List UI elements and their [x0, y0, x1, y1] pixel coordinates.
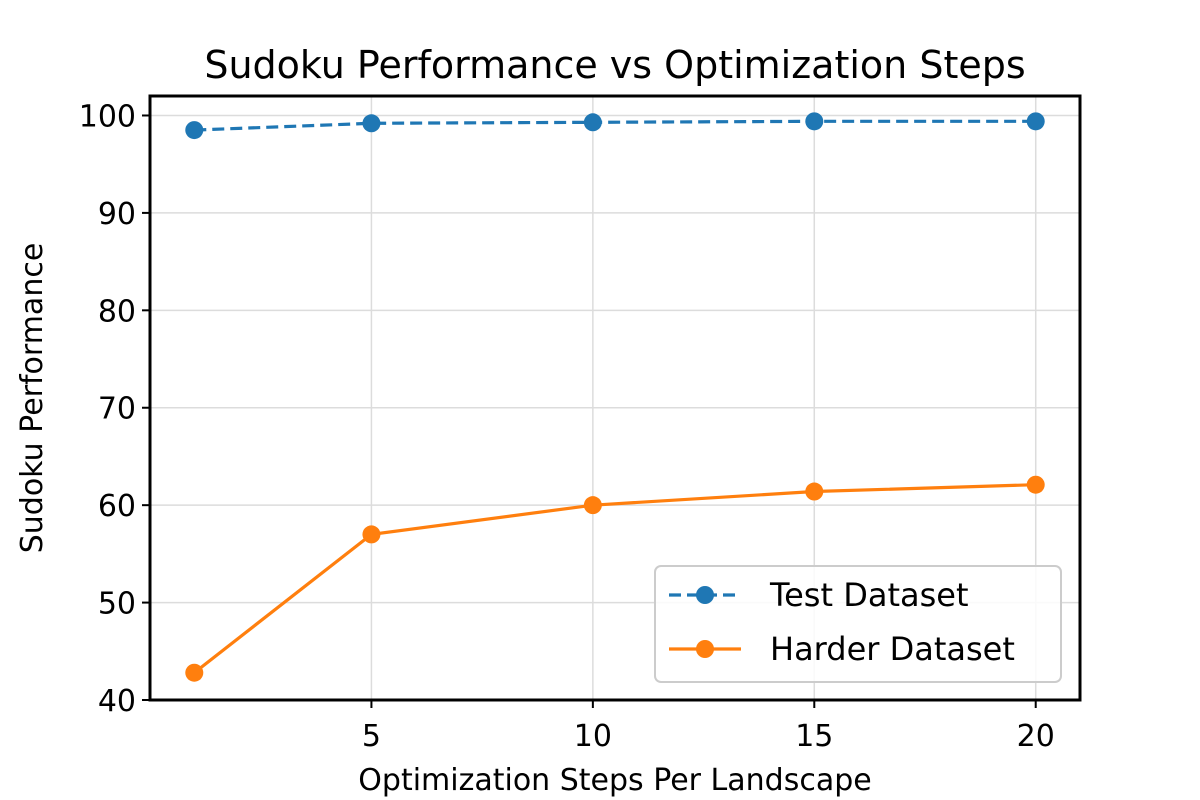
test-dataset-line — [194, 119, 1036, 132]
harder-dataset-point — [805, 482, 824, 501]
axis-ticks: 5 10 15 20 40 50 60 70 80 90 100 — [79, 99, 1055, 754]
x-tick-label: 20 — [1017, 719, 1055, 754]
test-dataset-point — [1026, 112, 1045, 131]
test-dataset-point — [362, 114, 381, 133]
legend-marker-harder-dataset — [696, 640, 714, 658]
legend-entries: Test Dataset Harder Dataset — [669, 576, 1015, 668]
plot-area-frame — [148, 94, 1082, 702]
x-tick-label: 5 — [362, 719, 381, 754]
legend-label-test-dataset: Test Dataset — [769, 576, 969, 614]
y-tick-label: 60 — [98, 489, 136, 524]
y-tick-label: 50 — [98, 587, 136, 622]
harder-dataset-point — [1026, 475, 1045, 494]
y-tick-label: 90 — [98, 197, 136, 232]
test-dataset-point — [805, 112, 824, 131]
legend-box — [654, 565, 1062, 683]
harder-dataset-point — [362, 525, 381, 544]
y-tick-label: 80 — [98, 294, 136, 329]
chart-title: Sudoku Performance vs Optimization Steps — [204, 43, 1025, 87]
legend-label-harder-dataset: Harder Dataset — [770, 630, 1015, 668]
y-axis-label: Sudoku Performance — [15, 243, 50, 554]
legend: Test Dataset Harder Dataset — [654, 565, 1062, 683]
x-tick-label: 10 — [574, 719, 612, 754]
harder-dataset-point — [185, 663, 204, 682]
x-tick-label: 15 — [795, 719, 833, 754]
test-dataset-point — [583, 113, 602, 132]
y-tick-label: 100 — [79, 99, 136, 134]
test-dataset-point — [185, 121, 204, 140]
x-axis-label: Optimization Steps Per Landscape — [358, 763, 871, 798]
y-tick-label: 40 — [98, 684, 136, 719]
legend-marker-test-dataset — [696, 586, 714, 604]
plot-series — [185, 112, 1045, 682]
harder-dataset-point — [583, 496, 602, 515]
y-tick-label: 70 — [98, 392, 136, 427]
